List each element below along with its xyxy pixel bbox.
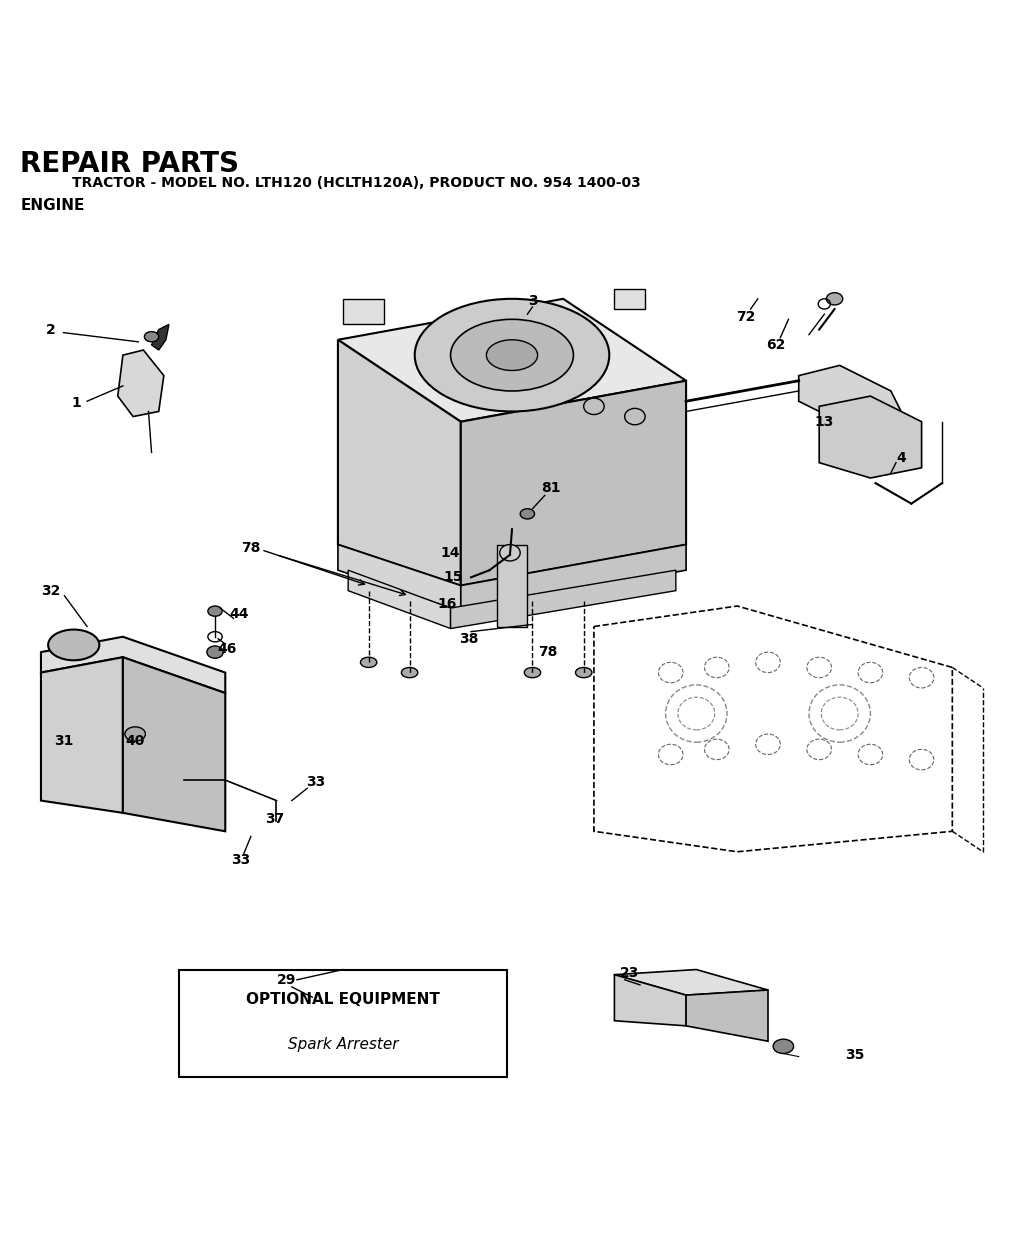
Polygon shape: [41, 658, 123, 813]
Ellipse shape: [520, 509, 535, 519]
Text: 13: 13: [815, 415, 834, 429]
Ellipse shape: [48, 629, 99, 660]
Ellipse shape: [451, 320, 573, 391]
Ellipse shape: [207, 647, 223, 658]
Ellipse shape: [500, 545, 520, 561]
Bar: [614, 288, 645, 309]
Ellipse shape: [144, 332, 159, 342]
Text: 78: 78: [242, 540, 260, 555]
Text: 44: 44: [229, 608, 250, 621]
Ellipse shape: [360, 658, 377, 668]
Text: 38: 38: [460, 632, 478, 645]
Polygon shape: [461, 545, 686, 611]
Text: 16: 16: [438, 596, 457, 611]
Ellipse shape: [575, 668, 592, 678]
Polygon shape: [152, 325, 169, 350]
Bar: [179, 970, 507, 1078]
Ellipse shape: [524, 668, 541, 678]
Text: 62: 62: [767, 338, 785, 352]
Text: 40: 40: [126, 734, 144, 748]
Text: OPTIONAL EQUIPMENT: OPTIONAL EQUIPMENT: [246, 992, 440, 1007]
Text: 14: 14: [440, 546, 461, 560]
Ellipse shape: [125, 727, 145, 742]
Text: 33: 33: [306, 776, 325, 789]
Text: 32: 32: [42, 584, 60, 598]
Polygon shape: [614, 975, 686, 1026]
Text: REPAIR PARTS: REPAIR PARTS: [20, 150, 240, 178]
Text: 23: 23: [621, 966, 639, 980]
Text: 3: 3: [527, 294, 538, 308]
Text: 33: 33: [231, 853, 250, 867]
Ellipse shape: [415, 298, 609, 411]
Polygon shape: [819, 396, 922, 479]
Text: 15: 15: [443, 570, 464, 584]
Text: 37: 37: [265, 812, 284, 826]
Text: 35: 35: [846, 1048, 864, 1061]
Polygon shape: [338, 298, 686, 422]
Ellipse shape: [401, 668, 418, 678]
Polygon shape: [461, 381, 686, 585]
Ellipse shape: [208, 606, 222, 616]
Text: Spark Arrester: Spark Arrester: [288, 1037, 398, 1053]
Polygon shape: [118, 350, 164, 416]
Polygon shape: [348, 570, 451, 629]
Polygon shape: [614, 970, 768, 995]
Polygon shape: [338, 545, 461, 611]
Polygon shape: [338, 340, 461, 585]
Ellipse shape: [773, 1039, 794, 1054]
Polygon shape: [686, 990, 768, 1041]
Text: 46: 46: [218, 642, 237, 657]
Text: 31: 31: [54, 734, 73, 748]
Text: 4: 4: [896, 451, 906, 465]
Ellipse shape: [826, 293, 843, 304]
Text: TRACTOR - MODEL NO. LTH120 (HCLTH120A), PRODUCT NO. 954 1400-03: TRACTOR - MODEL NO. LTH120 (HCLTH120A), …: [72, 175, 640, 190]
Text: 72: 72: [736, 311, 755, 325]
Bar: [343, 298, 384, 325]
Text: 2: 2: [46, 322, 56, 337]
Polygon shape: [451, 570, 676, 629]
Ellipse shape: [486, 340, 538, 371]
Polygon shape: [799, 366, 901, 427]
Bar: [497, 545, 527, 626]
Text: 1: 1: [72, 396, 82, 410]
Text: 78: 78: [539, 645, 557, 659]
Polygon shape: [123, 658, 225, 831]
Polygon shape: [41, 637, 225, 693]
Text: 81: 81: [541, 481, 561, 495]
Text: 29: 29: [278, 972, 296, 987]
Text: ENGINE: ENGINE: [20, 198, 85, 213]
